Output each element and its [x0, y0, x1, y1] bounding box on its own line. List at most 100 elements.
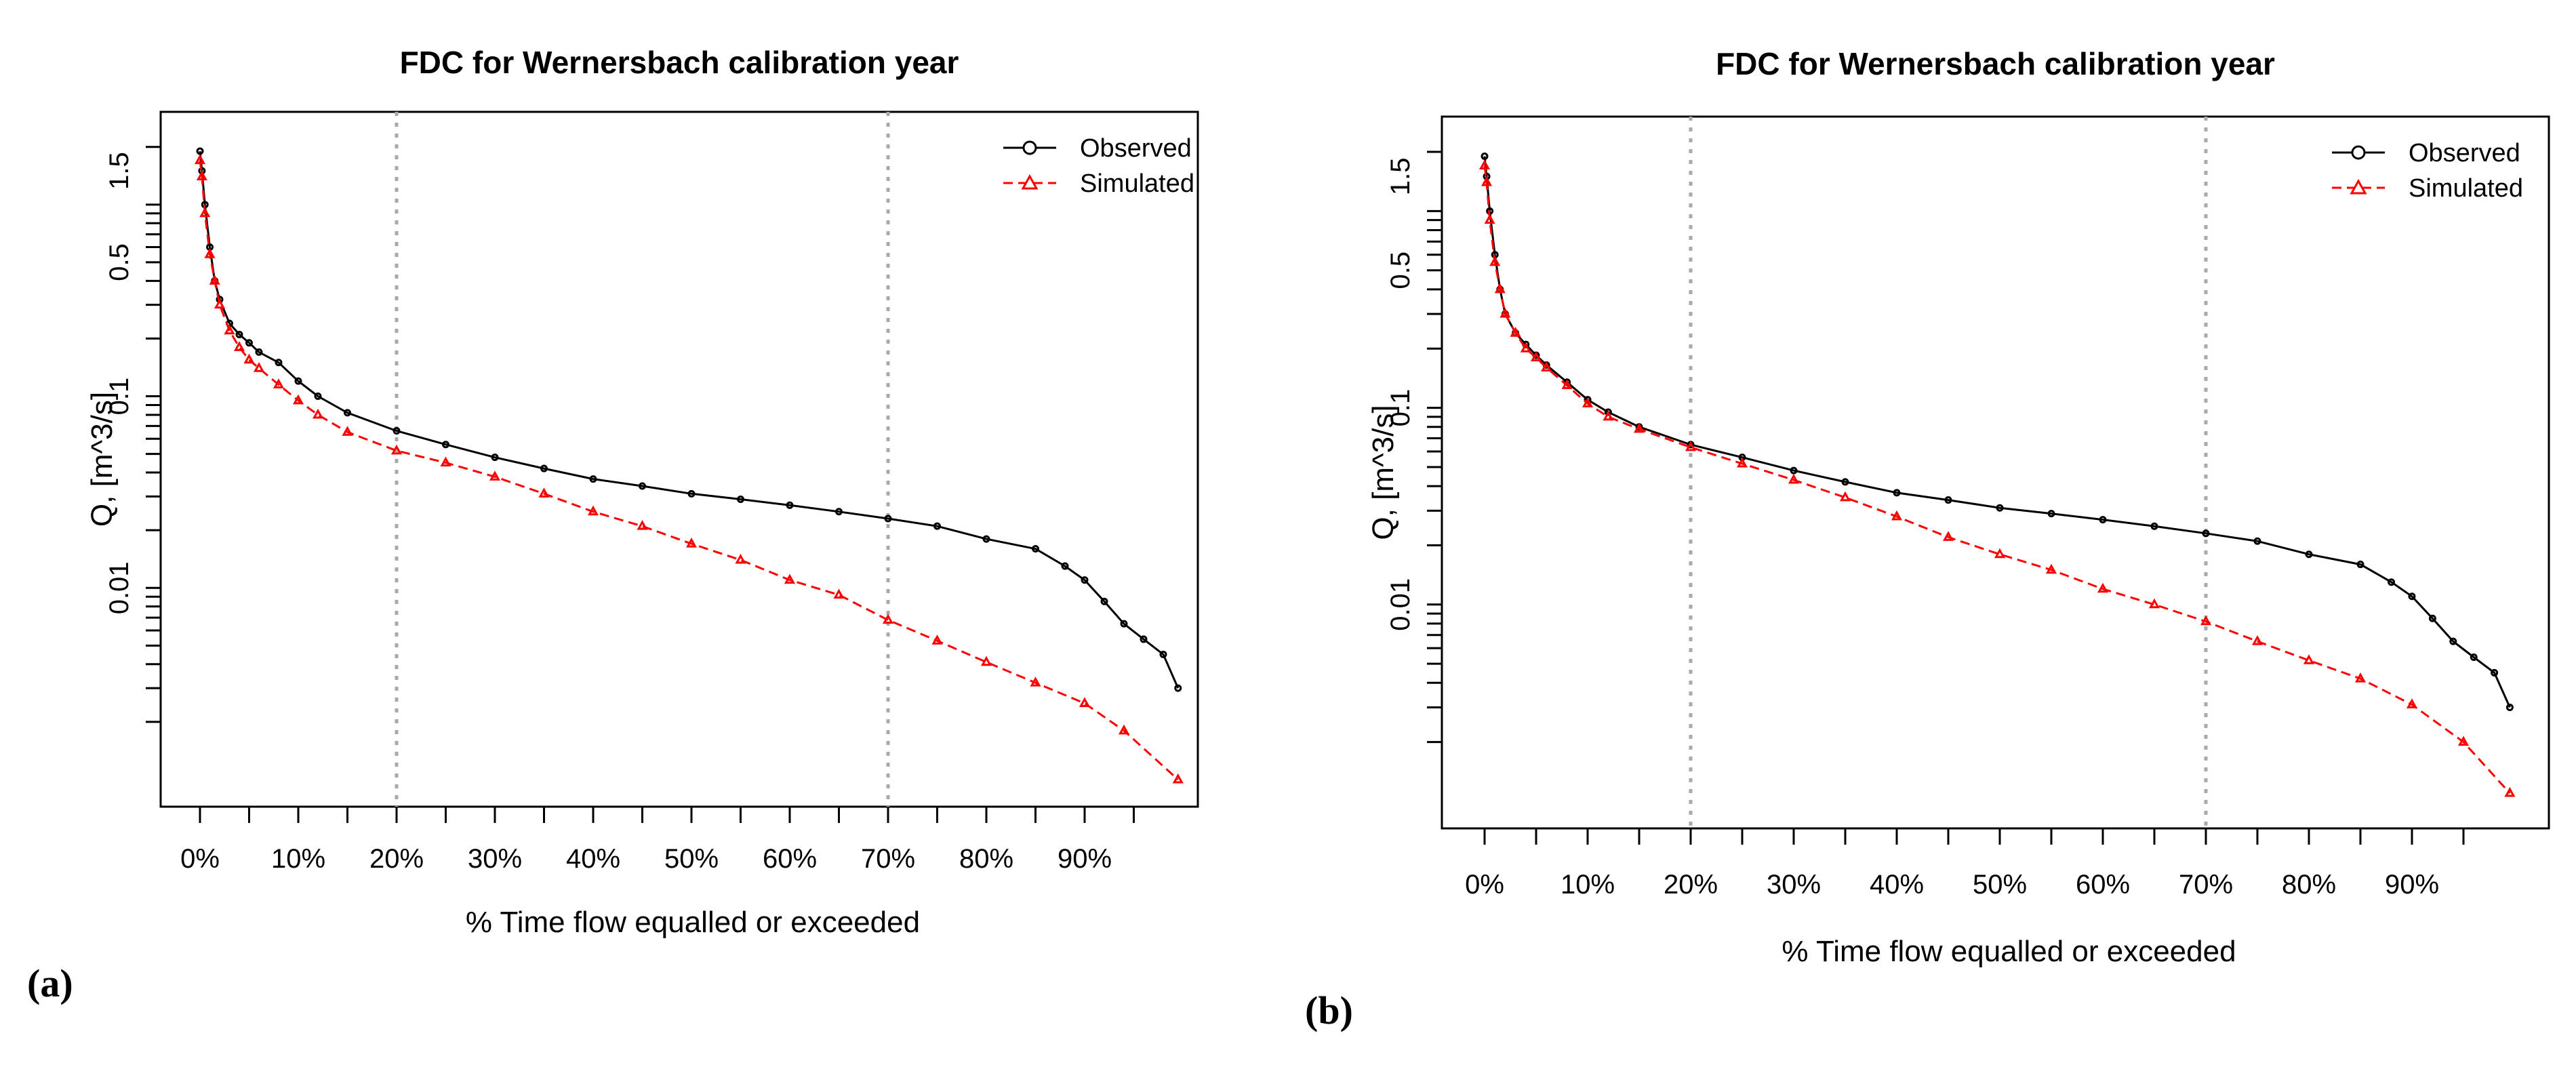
y-tick-label: 0.1 [104, 378, 134, 416]
data-point-simulated [292, 394, 304, 405]
y-tick-label: 0.5 [104, 243, 134, 281]
data-point-simulated [1994, 548, 2006, 559]
data-point-simulated [882, 613, 894, 624]
data-point-observed [687, 489, 696, 498]
data-point-simulated [233, 341, 245, 351]
data-point-simulated [587, 505, 599, 516]
legend-marker [2351, 145, 2366, 160]
data-point-observed [442, 441, 449, 449]
data-point-observed [1604, 408, 1612, 416]
x-tick-label: 70% [2179, 870, 2233, 900]
data-point-observed [1174, 684, 1182, 692]
data-point-simulated [1736, 457, 1748, 468]
data-point-observed [2150, 522, 2158, 530]
x-axis-label: % Time flow equalled or exceeded [466, 906, 920, 939]
data-point-observed [2388, 578, 2396, 586]
y-axis-label: Q, [m^3/s] [85, 392, 119, 527]
data-point-simulated [390, 444, 403, 455]
legend: Observed Simulated [1003, 134, 1194, 198]
legend-label: Simulated [2409, 174, 2523, 203]
data-point-observed [255, 348, 263, 356]
data-point-simulated [2097, 582, 2109, 593]
data-point-observed [2470, 653, 2478, 661]
y-tick-label: 0.01 [104, 561, 134, 614]
data-point-simulated [2148, 598, 2160, 609]
data-point-simulated [1541, 361, 1552, 371]
y-tick-label: 0.5 [1386, 251, 1415, 289]
y-tick-label: 1.5 [1386, 157, 1415, 195]
data-point-simulated [2504, 786, 2516, 797]
data-point-simulated [243, 353, 255, 364]
data-point-simulated [1494, 283, 1506, 294]
x-tick-label: 60% [763, 844, 817, 874]
data-point-observed [835, 508, 843, 516]
series-line-observed [199, 150, 1180, 689]
data-point-simulated [1520, 342, 1531, 353]
data-point-simulated [2200, 615, 2212, 626]
data-point-simulated [1891, 510, 1903, 521]
data-point-simulated [735, 553, 746, 564]
data-point-simulated [931, 635, 943, 645]
data-point-simulated [1561, 379, 1573, 390]
data-point-simulated [784, 573, 796, 584]
data-point-observed [2253, 537, 2261, 545]
data-point-simulated [1582, 397, 1594, 407]
chart-title: FDC for Wernersbach calibration year [1716, 46, 2275, 81]
x-tick-label: 10% [1561, 870, 1615, 900]
plot-frame [1441, 115, 2550, 830]
data-point-simulated [312, 408, 324, 419]
data-point-simulated [2045, 563, 2057, 574]
data-point-simulated [224, 324, 235, 335]
data-point-observed [314, 392, 322, 401]
y-tick-label: 0.1 [1386, 389, 1415, 427]
data-point-simulated [253, 362, 265, 372]
series-line-simulated [199, 160, 1179, 781]
data-point-simulated [685, 538, 698, 548]
data-point-simulated [1500, 308, 1511, 318]
data-point-simulated [1603, 410, 1614, 421]
legend-label: Simulated [1080, 169, 1194, 198]
legend: Observed Simulated [2332, 139, 2523, 203]
data-point-simulated [1510, 327, 1521, 337]
data-point-observed [540, 464, 548, 472]
x-tick-label: 0% [1465, 870, 1504, 900]
data-point-observed [1061, 562, 1069, 570]
data-point-simulated [1030, 677, 1041, 687]
data-point-simulated [1839, 491, 1851, 502]
data-point-observed [639, 482, 646, 490]
data-point-simulated [2406, 698, 2418, 708]
panel-label: (b) [1305, 988, 1353, 1032]
data-point-observed [2099, 516, 2107, 524]
legend-marker [1021, 174, 1039, 190]
x-tick-label: 30% [468, 844, 522, 874]
data-point-observed [589, 475, 597, 483]
data-point-observed [1841, 478, 1849, 486]
data-point-simulated [1633, 422, 1645, 433]
data-point-observed [245, 339, 253, 347]
data-point-simulated [199, 207, 211, 218]
y-tick-label: 1.5 [104, 152, 134, 190]
data-point-simulated [209, 275, 220, 285]
legend-marker [2350, 178, 2367, 195]
y-axis-label: Q, [m^3/s] [1367, 405, 1400, 540]
data-point-observed [737, 496, 744, 504]
data-point-simulated [1942, 531, 1954, 541]
plot-frame [159, 110, 1199, 808]
data-point-simulated [1478, 159, 1491, 169]
x-tick-label: 50% [664, 844, 719, 874]
data-point-simulated [1484, 214, 1495, 224]
x-tick-label: 50% [1973, 870, 2027, 900]
x-tick-label: 90% [2385, 870, 2439, 900]
chart-panel-b: FDC for Wernersbach calibration year 0% 10… [1305, 46, 2550, 1032]
data-point-observed [1120, 620, 1128, 628]
data-point-simulated [342, 426, 353, 436]
data-point-observed [393, 427, 401, 435]
data-point-simulated [833, 588, 845, 599]
x-tick-label: 0% [180, 844, 220, 874]
data-point-simulated [489, 470, 501, 481]
data-point-observed [1081, 576, 1089, 584]
data-point-observed [1790, 466, 1798, 475]
data-point-simulated [637, 520, 648, 530]
x-tick-label: 60% [2076, 870, 2130, 900]
